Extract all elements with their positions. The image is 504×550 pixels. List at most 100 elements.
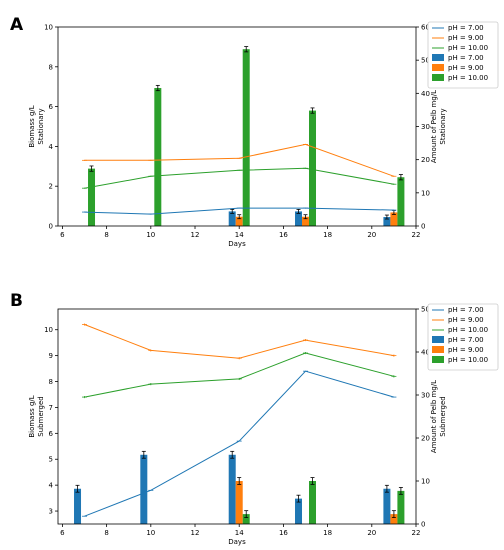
y-tick-label-left: 8: [49, 63, 53, 71]
legend-label: pH = 9.00: [448, 316, 484, 324]
bar: [242, 49, 250, 227]
y-tick-label-left: 3: [49, 508, 53, 516]
bar: [228, 211, 236, 226]
y-tick-label-left: 10: [44, 326, 53, 334]
legend-label: pH = 7.00: [448, 54, 484, 62]
y-tick-label-left: 6: [49, 430, 54, 438]
bar: [74, 488, 82, 524]
chart-b: 6 8 10 12 14 16 18 20 22 3 4 5 6 7 8 9 10 0 10 20 30 40 50 Days…: [28, 303, 499, 546]
bar: [390, 212, 398, 226]
y-axis-label-right-line: Submerged: [439, 396, 447, 436]
y-tick-label-right: 60: [421, 24, 430, 32]
y-tick-label-right: 40: [421, 349, 430, 357]
y-axis-label-left-line: Biomass g/L: [28, 395, 36, 437]
y-tick-label-left: 5: [49, 456, 53, 464]
y-tick-label-right: 20: [421, 435, 430, 443]
legend-label: pH = 10.00: [448, 326, 488, 334]
bar: [397, 490, 405, 524]
x-tick-label: 10: [146, 231, 155, 239]
plot-frame: [57, 308, 417, 525]
bar: [390, 514, 398, 524]
x-tick-label: 16: [279, 529, 288, 537]
legend-bar-swatch: [432, 64, 444, 71]
x-tick-label: 22: [412, 231, 421, 239]
y-axis-label-right: Amount of Pelb mg/LStationary: [430, 90, 447, 163]
y-tick-label-right: 10: [421, 189, 430, 197]
x-tick-label: 12: [191, 529, 200, 537]
series-line: [84, 143, 395, 177]
legend-label: pH = 7.00: [448, 306, 484, 314]
y-tick-label-left: 6: [49, 103, 54, 111]
x-tick-label: 18: [323, 529, 332, 537]
bar: [295, 498, 303, 524]
x-tick-label: 22: [412, 529, 421, 537]
legend-box: [427, 21, 499, 89]
plot-frame: [57, 26, 417, 227]
x-axis-label: Days: [228, 240, 246, 248]
y-tick-label-right: 40: [421, 90, 430, 98]
bar: [88, 168, 96, 226]
bar: [228, 454, 236, 524]
x-tick-label: 6: [60, 529, 65, 537]
y-axis-label-left: Biomass g/LSubmerged: [28, 395, 45, 437]
series-line: [84, 167, 394, 189]
series-line: [84, 324, 394, 359]
y-tick-label-right: 10: [421, 478, 430, 486]
bar: [309, 481, 317, 524]
legend-bar-swatch: [432, 356, 444, 363]
legend-label: pH = 10.00: [448, 356, 488, 364]
series-line: [84, 207, 394, 215]
y-tick-label-left: 10: [44, 24, 53, 32]
x-tick-label: 14: [235, 529, 244, 537]
legend-label: pH = 7.00: [448, 336, 484, 344]
y-tick-label-left: 4: [49, 143, 54, 151]
x-tick-label: 12: [191, 231, 200, 239]
y-tick-label-left: 0: [49, 223, 53, 231]
bar: [383, 488, 391, 524]
y-axis-label-left-line: Stationary: [37, 108, 45, 144]
bar: [235, 481, 243, 524]
y-tick-label-right: 0: [421, 521, 425, 529]
legend-label: pH = 9.00: [448, 346, 484, 354]
panel-label-b: B: [10, 291, 23, 311]
legend-label: pH = 10.00: [448, 44, 488, 52]
bar: [383, 217, 391, 226]
legend-bar-swatch: [432, 346, 444, 353]
panel-label-a: A: [10, 15, 24, 35]
legend-bar-swatch: [432, 336, 444, 343]
x-tick-label: 10: [146, 529, 155, 537]
y-tick-label-right: 30: [421, 123, 430, 131]
y-axis-label-right-line: Amount of Pelb mg/L: [430, 380, 438, 453]
x-axis-label: Days: [228, 538, 246, 546]
y-axis-label-left-line: Biomass g/L: [28, 105, 36, 147]
y-tick-label-left: 4: [49, 482, 54, 490]
bar: [140, 454, 148, 524]
bar: [309, 110, 317, 226]
y-tick-label-right: 50: [421, 57, 430, 65]
bar: [154, 88, 162, 226]
legend-bar-swatch: [432, 54, 444, 61]
bar: [302, 216, 310, 226]
legend-label: pH = 7.00: [448, 24, 484, 32]
bar: [242, 514, 250, 524]
y-axis-label-right: Amount of Pelb mg/LSubmerged: [430, 380, 447, 453]
y-tick-label-right: 50: [421, 306, 430, 314]
x-tick-label: 8: [104, 231, 108, 239]
legend-bar-swatch: [432, 74, 444, 81]
x-tick-label: 16: [279, 231, 288, 239]
chart-a: 6 8 10 12 14 16 18 20 2202468100102030405060Days…: [28, 21, 499, 248]
legend-box: [427, 303, 499, 371]
bar: [235, 216, 243, 226]
y-tick-label-right: 0: [421, 223, 425, 231]
y-axis-label-left: Biomass g/LStationary: [28, 105, 45, 147]
x-tick-label: 8: [104, 529, 108, 537]
x-tick-label: 14: [235, 231, 244, 239]
y-axis-label-right-line: Stationary: [439, 108, 447, 144]
x-tick-label: 20: [367, 231, 376, 239]
y-tick-label-right: 30: [421, 392, 430, 400]
legend-label: pH = 9.00: [448, 64, 484, 72]
x-tick-label: 20: [367, 529, 376, 537]
y-tick-label-left: 8: [49, 378, 53, 386]
x-tick-label: 6: [60, 231, 65, 239]
